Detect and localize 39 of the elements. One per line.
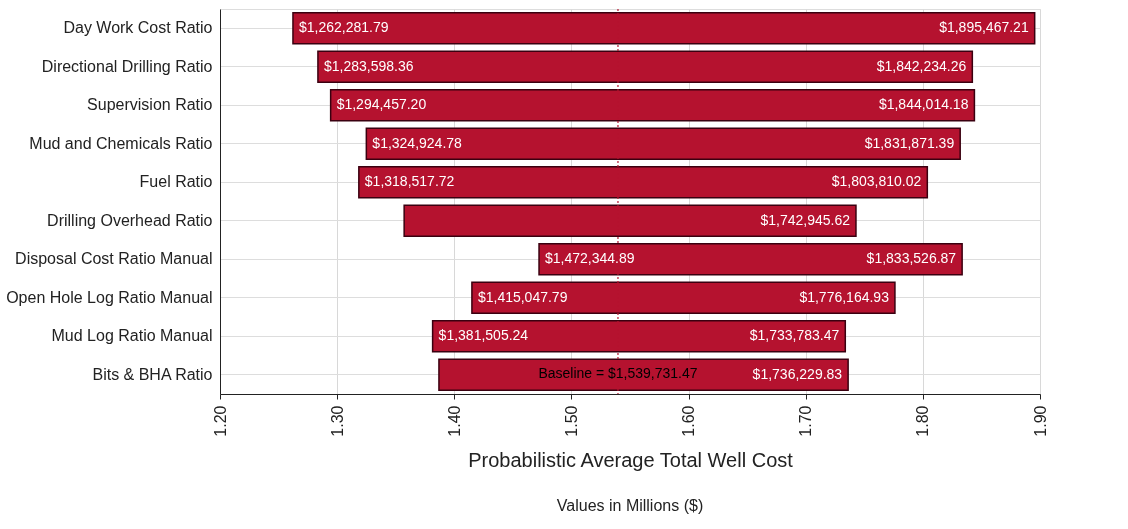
y-tick-label: Disposal Cost Ratio Manual [15, 250, 213, 268]
y-tick-label: Mud Log Ratio Manual [51, 327, 213, 345]
x-tick-label: 1.60 [680, 405, 698, 437]
y-tick-label: Fuel Ratio [139, 173, 213, 191]
annotation: $1,318,517.72 [364, 173, 455, 190]
text: Values in Millions ($) [556, 497, 704, 514]
y-tick-label: Mud and Chemicals Ratio [29, 134, 213, 152]
y-tick-label: Open Hole Log Ratio Manual [6, 288, 213, 306]
annotation: $1,842,234.26 [876, 57, 967, 74]
annotation: $1,803,810.02 [831, 173, 922, 190]
x-tick-label: 1.50 [562, 405, 580, 437]
y-tick-label: Day Work Cost Ratio [63, 19, 213, 37]
annotation: $1,776,164.93 [799, 288, 890, 305]
x-tick-label: 1.20 [211, 405, 229, 437]
y-tick-label: Drilling Overhead Ratio [47, 211, 213, 229]
annotation: $1,294,457.20 [336, 96, 427, 113]
annotation: $1,381,505.24 [438, 327, 529, 344]
y-tick-label: Supervision Ratio [87, 96, 213, 114]
annotation: $1,742,945.62 [760, 211, 851, 228]
annotation: $1,833,526.87 [866, 250, 957, 267]
annotation: $1,324,924.78 [372, 134, 463, 151]
x-tick-label: 1.40 [445, 405, 463, 437]
x-axis-title: Probabilistic Average Total Well Cost [468, 448, 794, 471]
y-tick-label: Bits & BHA Ratio [92, 365, 213, 383]
x-tick-label: 1.80 [914, 405, 932, 437]
annotation: $1,415,047.79 [477, 288, 568, 305]
annotation: $1,283,598.36 [323, 57, 414, 74]
ref-line-label: Baseline = $1,539,731.47 [538, 365, 698, 381]
x-tick-label: 1.70 [797, 405, 815, 437]
annotation: $1,844,014.18 [878, 96, 969, 113]
x-tick-label: 1.90 [1031, 405, 1049, 437]
x-tick-label: 1.30 [328, 405, 346, 437]
annotation: $1,736,229.83 [752, 365, 843, 382]
y-tick-label: Directional Drilling Ratio [41, 57, 213, 75]
annotation: $1,472,344.89 [545, 250, 635, 267]
annotation: $1,733,783.47 [749, 327, 840, 344]
annotation: $1,895,467.21 [939, 19, 1029, 36]
annotation: $1,262,281.79 [298, 19, 389, 36]
annotation: $1,831,871.39 [864, 134, 955, 151]
